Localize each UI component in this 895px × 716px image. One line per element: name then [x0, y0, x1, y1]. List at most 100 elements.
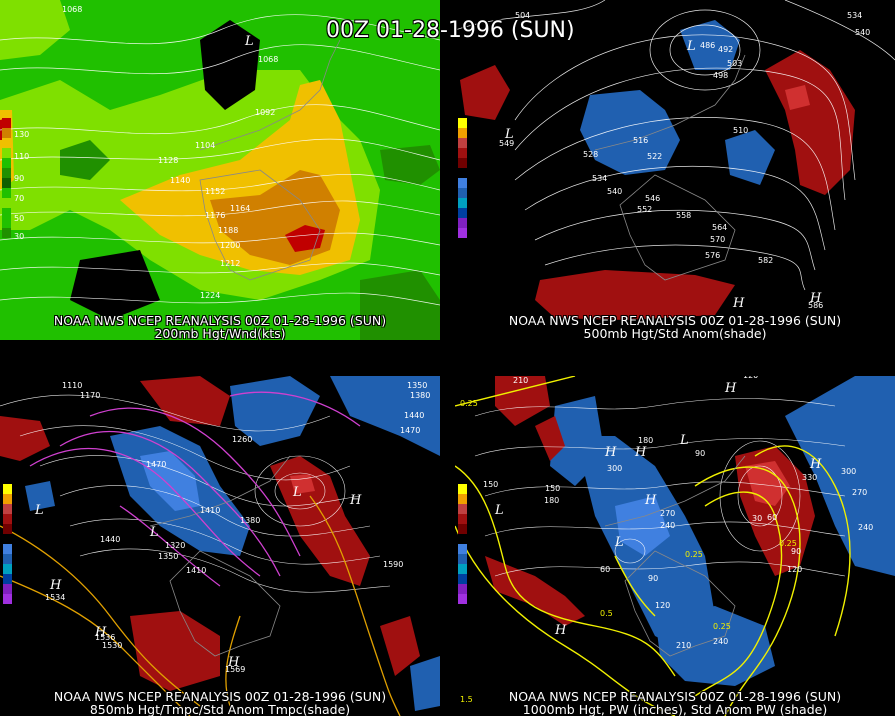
contour-label: 522 [647, 152, 662, 161]
contour-label: 330 [802, 473, 817, 482]
contour-label: 534 [847, 11, 862, 20]
page-title: 00Z 01-28-1996 (SUN) [326, 18, 575, 43]
panel-caption-line2: 200mb Hgt/Wnd(kts) [154, 326, 286, 340]
contour-label: 180 [544, 496, 559, 505]
contour-label: 120 [743, 376, 758, 380]
panel-caption-line2: 500mb Hgt/Std Anom(shade) [583, 326, 767, 340]
pw-label: 0.25 [779, 539, 797, 548]
contour-label: 492 [718, 45, 733, 54]
contour-label: 30 [752, 514, 762, 523]
map-500mb: L L H H 504 486 492 498 503 510 516 522 … [455, 0, 895, 320]
contour-label: 1410 [200, 506, 220, 515]
high-marker: H [809, 291, 822, 306]
legend-label: 70 [14, 194, 25, 203]
high-marker: H [49, 578, 62, 593]
low-marker: L [679, 433, 689, 448]
contour-label: 586 [808, 301, 823, 310]
legend-label: 110 [14, 152, 30, 161]
contour-label: 1536 [95, 633, 115, 642]
high-marker: H [644, 493, 657, 508]
contour-label: 1092 [255, 108, 275, 117]
contour-label: 510 [733, 126, 748, 135]
contour-label: 1530 [102, 641, 122, 650]
legend-label: 50 [14, 214, 25, 223]
contour-label: 150 [483, 480, 498, 489]
high-marker: H [724, 381, 737, 396]
pw-label: 0.5 [600, 609, 613, 618]
contour-label: 180 [638, 436, 653, 445]
contour-label: 1140 [170, 176, 190, 185]
low-marker: L [292, 485, 302, 500]
panel-caption-line1: NOAA NWS NCEP REANALYSIS 00Z 01-28-1996 … [53, 313, 387, 328]
high-marker: H [634, 445, 647, 460]
contour-label: 516 [633, 136, 648, 145]
contour-label: 90 [791, 547, 801, 556]
contour-label: 1534 [45, 593, 65, 602]
contour-label: 150 [545, 484, 560, 493]
panel-caption-line1: NOAA NWS NCEP REANALYSIS 00Z 01-28-1996 … [508, 689, 842, 704]
contour-label: 549 [499, 139, 514, 148]
high-marker: H [227, 655, 240, 670]
legend-label: 30 [14, 232, 25, 241]
contour-label: 528 [583, 150, 598, 159]
contour-label: 1128 [158, 156, 178, 165]
contour-label: 503 [727, 59, 742, 68]
contour-label: 1110 [62, 381, 82, 390]
contour-label: 1212 [220, 259, 240, 268]
contour-label: 1590 [383, 560, 403, 569]
contour-label: 576 [705, 251, 720, 260]
contour-label: 1068 [258, 55, 278, 64]
contour-label: 1164 [230, 204, 250, 213]
contour-label: 582 [758, 256, 773, 265]
contour-label: 486 [700, 41, 715, 50]
contour-label: 1440 [404, 411, 424, 420]
high-marker: H [94, 625, 107, 640]
contour-label: 1152 [205, 187, 225, 196]
contour-label: 1440 [100, 535, 120, 544]
high-marker: H [554, 623, 567, 638]
contour-label: 300 [607, 464, 622, 473]
high-marker: H [732, 296, 745, 311]
contour-label: 1176 [205, 211, 225, 220]
legend-label: 130 [14, 130, 30, 139]
panel-caption-line2: 1000mb Hgt, PW (inches), Std Anom PW (sh… [522, 702, 828, 716]
contour-label: 240 [660, 521, 675, 530]
contour-label: 570 [710, 235, 725, 244]
contour-label: 534 [592, 174, 607, 183]
low-marker: L [494, 503, 504, 518]
panel-200mb: 1068 L 1068 1092 1104 1128 1140 1152 116… [0, 0, 440, 340]
contour-label: 1260 [232, 435, 252, 444]
low-marker: L [244, 34, 254, 49]
contour-label: 552 [637, 205, 652, 214]
contour-label: 1188 [218, 226, 238, 235]
contour-label: 120 [655, 601, 670, 610]
contour-label: 540 [607, 187, 622, 196]
contour-label: 1470 [400, 426, 420, 435]
contour-label: 90 [695, 449, 705, 458]
high-marker: H [809, 457, 822, 472]
wind-legend: 130 110 90 70 50 30 [2, 118, 29, 241]
high-marker: H [349, 493, 362, 508]
low-marker: L [686, 39, 696, 54]
low-marker: L [34, 503, 44, 518]
contour-label: 1410 [186, 566, 206, 575]
contour-label: 1500 [340, 376, 360, 378]
pw-label: 0.25 [460, 399, 478, 408]
contour-label: 300 [841, 467, 856, 476]
map-850mb: L L L H H H H 1110 1170 1260 1500 1350 1… [0, 376, 440, 716]
panel-caption-line1: NOAA NWS NCEP REANALYSIS 00Z 01-28-1996 … [53, 689, 387, 704]
anomaly-legend [3, 484, 17, 604]
contour-label: 1350 [158, 552, 178, 561]
panel-1000mb-pw: L L L H H H H H H 0.25 0.25 0.5 0.25 0.2… [455, 376, 895, 716]
pw-label: 0.25 [685, 550, 703, 559]
contour-label: 1170 [80, 391, 100, 400]
contour-label: 1200 [220, 241, 240, 250]
contour-label: 498 [713, 71, 728, 80]
contour-label: 270 [660, 509, 675, 518]
contour-label: 240 [858, 523, 873, 532]
contour-label: 210 [513, 376, 528, 385]
contour-label: 540 [855, 28, 870, 37]
anomaly-legend [458, 118, 472, 238]
map-200mb: 1068 L 1068 1092 1104 1128 1140 1152 116… [0, 0, 440, 340]
contour-label: 90 [648, 574, 658, 583]
